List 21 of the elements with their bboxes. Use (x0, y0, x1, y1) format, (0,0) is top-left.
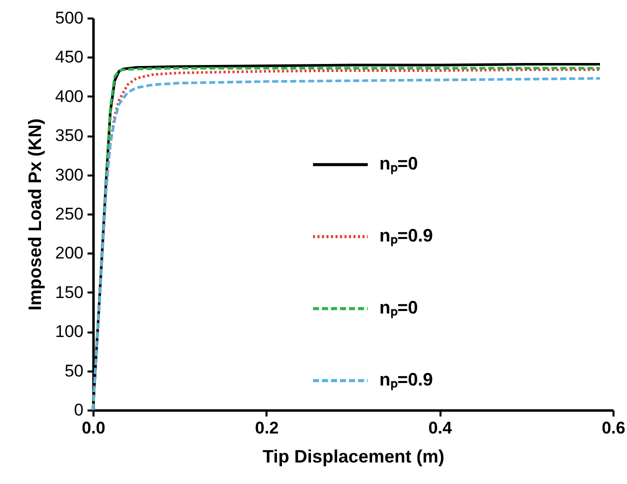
x-tick-label: 0.6 (602, 418, 626, 438)
y-tick-label: 300 (55, 165, 84, 184)
y-tick-label: 500 (55, 8, 84, 28)
y-tick-label: 350 (55, 126, 84, 146)
x-tick-label: 0.0 (82, 418, 106, 438)
y-tick-label: 0 (74, 400, 84, 420)
y-tick-label: 200 (55, 244, 84, 263)
y-axis-title: Imposed Load Px (KN) (25, 118, 46, 311)
x-tick-label: 0.4 (428, 418, 453, 438)
legend-label: nₚ=0 (379, 298, 418, 319)
y-tick-label: 50 (64, 361, 84, 380)
y-tick-label: 250 (55, 204, 84, 224)
y-tick-label: 450 (55, 48, 84, 67)
y-tick-label: 100 (55, 322, 84, 342)
legend-label: nₚ=0.9 (379, 370, 433, 391)
x-axis-title: Tip Displacement (m) (262, 446, 444, 466)
y-tick-label: 400 (55, 86, 84, 106)
legend-label: nₚ=0 (379, 154, 418, 175)
legend-label: nₚ=0.9 (379, 226, 433, 247)
y-tick-label: 150 (55, 282, 84, 302)
x-tick-label: 0.2 (255, 418, 279, 438)
